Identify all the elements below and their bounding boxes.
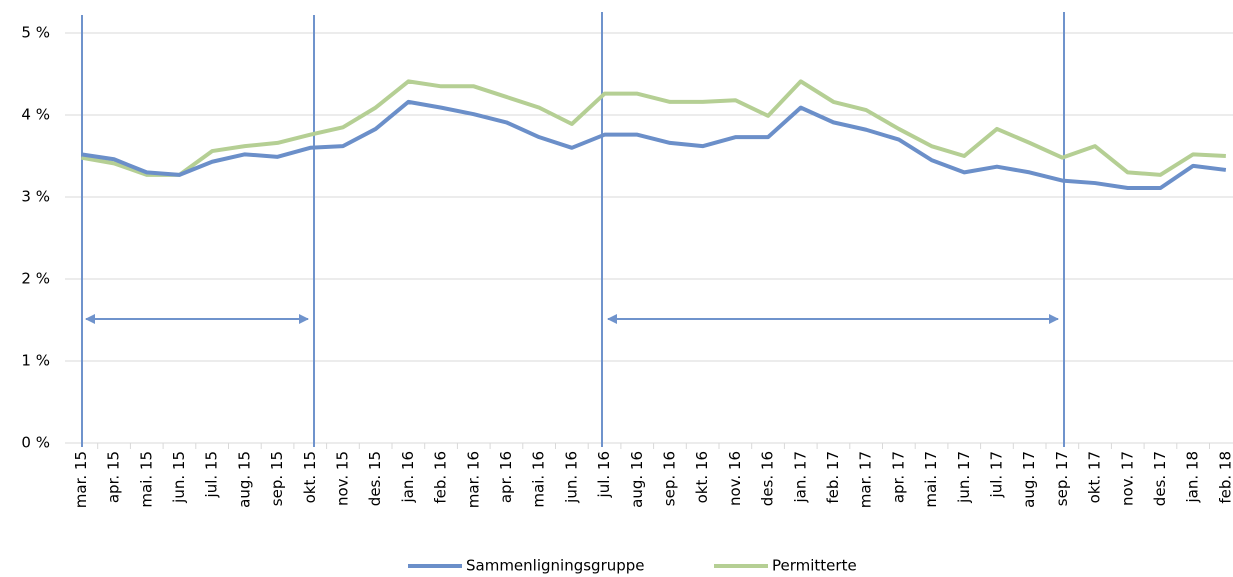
x-tick-label: des. 17 — [1151, 451, 1169, 506]
x-tick-label: mar. 15 — [72, 451, 90, 508]
y-tick-label: 1 % — [21, 352, 50, 370]
x-tick-label: apr. 17 — [889, 451, 907, 503]
series-line — [81, 79, 1226, 177]
x-tick-label: feb. 17 — [824, 451, 842, 504]
x-tick-label: mar. 16 — [464, 451, 482, 508]
x-tick-label: des. 16 — [759, 451, 777, 506]
legend-item: Sammenligningsgruppe — [408, 557, 645, 575]
y-tick-label: 2 % — [21, 270, 50, 288]
x-tick-label: jun. 17 — [955, 451, 973, 504]
y-tick-label: 3 % — [21, 188, 50, 206]
legend-label: Sammenligningsgruppe — [466, 557, 645, 575]
x-tick-label: jun. 16 — [562, 451, 580, 504]
y-tick-label: 5 % — [21, 24, 50, 42]
x-tick-label: mai. 17 — [922, 451, 940, 508]
x-tick-label: sep. 15 — [268, 451, 286, 506]
x-tick-label: des. 15 — [366, 451, 384, 506]
x-tick-label: jan. 18 — [1184, 451, 1202, 504]
x-tick-label: jan. 16 — [399, 451, 417, 504]
x-tick-label: apr. 16 — [497, 451, 515, 503]
x-tick-label: feb. 16 — [432, 451, 450, 504]
series-group: Sammenligningsgruppe Permitterte — [81, 79, 1227, 575]
series-line — [81, 99, 1227, 190]
legend-item: Permitterte — [714, 557, 857, 575]
x-tick-label: nov. 16 — [726, 451, 744, 506]
annotations — [81, 12, 1065, 447]
x-tick-label: okt. 17 — [1086, 451, 1104, 503]
x-tick-label: jul. 17 — [987, 451, 1005, 498]
x-tick-label: nov. 15 — [333, 451, 351, 506]
x-tick-label: nov. 17 — [1118, 451, 1136, 506]
x-tick-label: aug. 15 — [235, 451, 253, 508]
x-tick-label: mai. 15 — [137, 451, 155, 508]
x-tick-label: sep. 16 — [660, 451, 678, 506]
x-tick-label: feb. 18 — [1216, 451, 1233, 504]
y-tick-label: 4 % — [21, 106, 50, 124]
y-tick-label: 0 % — [21, 434, 50, 452]
x-tick-label: jun. 15 — [170, 451, 188, 504]
x-tick-label: okt. 15 — [301, 451, 319, 503]
x-tick-label: aug. 16 — [628, 451, 646, 508]
x-tick-label: sep. 17 — [1053, 451, 1071, 506]
x-tick-label: mar. 17 — [857, 451, 875, 508]
x-tick-label: jul. 15 — [203, 451, 221, 498]
x-tick-label: jan. 17 — [791, 451, 809, 504]
x-tick-label: aug. 17 — [1020, 451, 1038, 508]
x-tick-label: jul. 16 — [595, 451, 613, 498]
legend-label: Permitterte — [772, 557, 857, 575]
x-tick-label: apr. 15 — [105, 451, 123, 503]
x-tick-label: mai. 16 — [530, 451, 548, 508]
x-tick-label: okt. 16 — [693, 451, 711, 503]
